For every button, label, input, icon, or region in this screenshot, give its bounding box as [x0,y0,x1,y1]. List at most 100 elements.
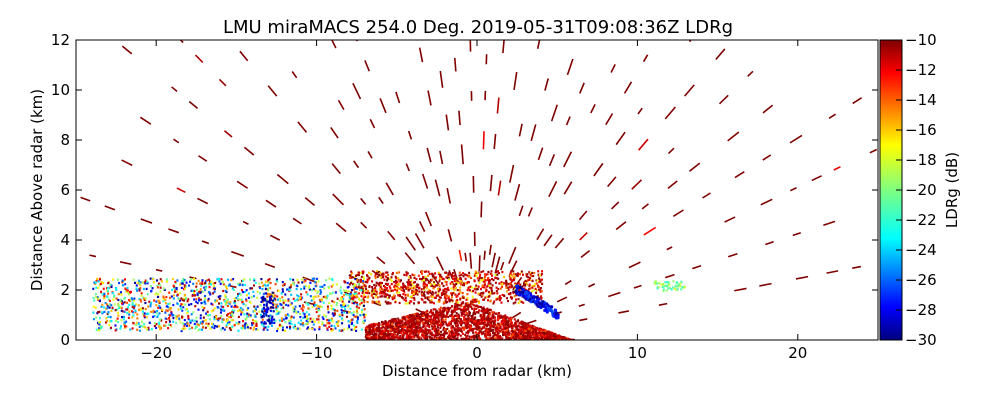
echo-mark [431,301,433,303]
echo-mark [230,286,237,287]
echo-mark [472,290,474,292]
echo-mark [380,98,386,112]
echo-mark [796,277,808,279]
echo-mark [434,277,436,279]
echo-mark [338,100,343,109]
echo-mark [226,288,228,290]
echo-mark [457,278,459,280]
echo-mark [484,273,486,275]
echo-mark [518,282,520,284]
echo-mark [579,211,586,220]
echo-mark [515,337,517,339]
echo-mark [445,295,447,297]
echo-mark [200,314,202,316]
echo-mark [117,312,119,314]
echo-mark [212,282,214,284]
echo-mark [513,279,515,281]
echo-mark [447,272,449,274]
echo-mark [418,323,420,325]
echo-mark [414,281,416,283]
echo-mark [168,324,170,326]
echo-mark [529,332,531,334]
echo-mark [446,284,448,286]
echo-mark [478,293,480,295]
echo-mark [421,318,423,320]
echo-mark [162,295,164,297]
echo-mark [190,322,192,324]
echo-mark [458,333,460,335]
rhi-spoke [509,83,584,264]
echo-mark [456,296,458,298]
echo-mark [333,325,335,327]
echo-mark [237,330,239,332]
echo-mark [211,310,213,312]
echo-mark [448,278,450,280]
echo-mark [496,336,498,338]
echo-mark [143,326,145,328]
echo-mark [364,290,366,292]
echo-mark [480,271,482,273]
rhi-spoke [495,78,548,273]
echo-mark [344,308,346,310]
echo-mark [544,337,546,339]
echo-mark [222,306,224,308]
echo-mark [454,275,456,277]
echo-mark [214,291,216,293]
echo-mark [492,284,494,286]
echo-mark [541,290,543,292]
echo-mark [172,317,174,319]
rhi-spoke [479,54,486,271]
echo-mark [431,279,433,281]
echo-mark [474,275,476,277]
echo-mark [271,325,273,327]
echo-mark [396,92,400,103]
echo-mark [318,328,320,330]
echo-mark [370,273,372,275]
echo-mark [424,330,426,332]
echo-mark [332,312,334,314]
echo-mark [290,286,292,288]
rhi-spoke [354,34,452,279]
echo-mark [523,327,525,329]
echo-mark [180,305,182,307]
echo-mark [157,307,159,309]
echo-mark [425,316,427,318]
echo-mark [501,262,504,270]
echo-mark [320,291,322,293]
echo-mark [383,329,385,331]
echo-mark [477,311,479,313]
echo-mark [870,150,877,153]
echo-mark [499,295,501,297]
echo-mark [536,282,538,284]
echo-mark [209,318,211,320]
echo-mark [277,175,288,184]
echo-mark [394,301,396,303]
echo-mark [367,275,369,277]
echo-mark [371,295,373,297]
echo-mark [122,284,124,286]
echo-mark [454,322,456,324]
echo-mark [462,297,464,299]
echo-mark [202,321,204,323]
echo-mark [375,295,377,297]
echo-mark [544,306,547,309]
echo-mark [478,286,480,288]
echo-mark [362,270,364,272]
echo-mark [685,85,695,96]
echo-mark [415,289,417,291]
echo-mark [482,285,484,287]
echo-mark [487,328,489,330]
echo-mark [507,331,509,333]
echo-mark [612,202,619,209]
echo-mark [389,320,391,322]
echo-mark [402,297,404,299]
echo-mark [396,272,398,274]
echo-mark [368,292,370,294]
echo-mark [105,206,115,210]
echo-mark [397,287,399,289]
echo-mark [537,280,539,282]
echo-mark [508,283,510,285]
echo-mark [306,315,308,317]
echo-mark [293,316,295,318]
echo-mark [665,275,674,278]
